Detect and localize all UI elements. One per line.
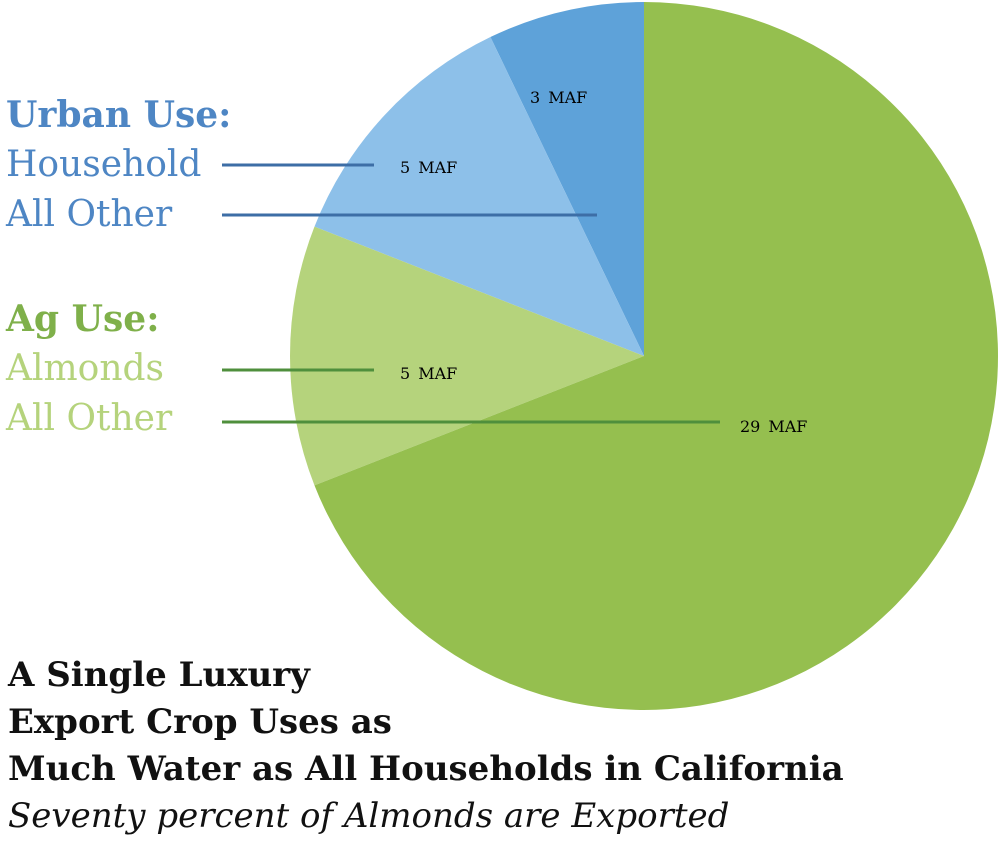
- legend-item-ag-all-other: All Other: [6, 398, 173, 439]
- value-label-almonds: 5 MAF: [400, 364, 457, 383]
- value-label-ag-all-other: 29 MAF: [740, 417, 807, 436]
- value-number-household: 3: [530, 88, 540, 107]
- value-unit-urban-all-other: MAF: [418, 158, 457, 177]
- value-number-urban-all-other: 5: [400, 158, 410, 177]
- chart-title-block: A Single Luxury Export Crop Uses as Much…: [8, 652, 988, 840]
- legend-item-household: Household: [6, 144, 202, 185]
- pie-slice-household: [490, 2, 644, 356]
- value-unit-almonds: MAF: [418, 364, 457, 383]
- chart-title-line-1: A Single Luxury: [8, 655, 310, 695]
- pie-slice-ag-all-other: [314, 2, 998, 710]
- pie-slice-urban-all-other: [314, 37, 644, 357]
- leader-lines: [222, 163, 720, 424]
- legend-item-almonds: Almonds: [6, 348, 165, 389]
- value-number-ag-all-other: 29: [740, 417, 760, 436]
- legend-urban-use: Urban Use: Household All Other: [6, 90, 231, 240]
- value-unit-ag-all-other: MAF: [768, 417, 807, 436]
- value-labels: 3 MAF 5 MAF 5 MAF 29 MAF: [400, 88, 807, 436]
- legend-item-urban-all-other: All Other: [6, 194, 173, 235]
- pie-slices: [290, 2, 998, 710]
- value-label-urban-all-other: 5 MAF: [400, 158, 457, 177]
- chart-subtitle: Seventy percent of Almonds are Exported: [8, 796, 730, 836]
- legend-ag-use: Ag Use: Almonds All Other: [6, 294, 172, 444]
- legend-heading-urban: Urban Use:: [6, 94, 232, 136]
- value-unit-household: MAF: [548, 88, 587, 107]
- chart-title-line-2: Export Crop Uses as: [8, 702, 392, 742]
- legend-heading-ag: Ag Use:: [6, 298, 160, 340]
- value-number-almonds: 5: [400, 364, 410, 383]
- chart-title-line-3: Much Water as All Households in Californ…: [8, 749, 844, 789]
- value-label-household: 3 MAF: [530, 88, 587, 107]
